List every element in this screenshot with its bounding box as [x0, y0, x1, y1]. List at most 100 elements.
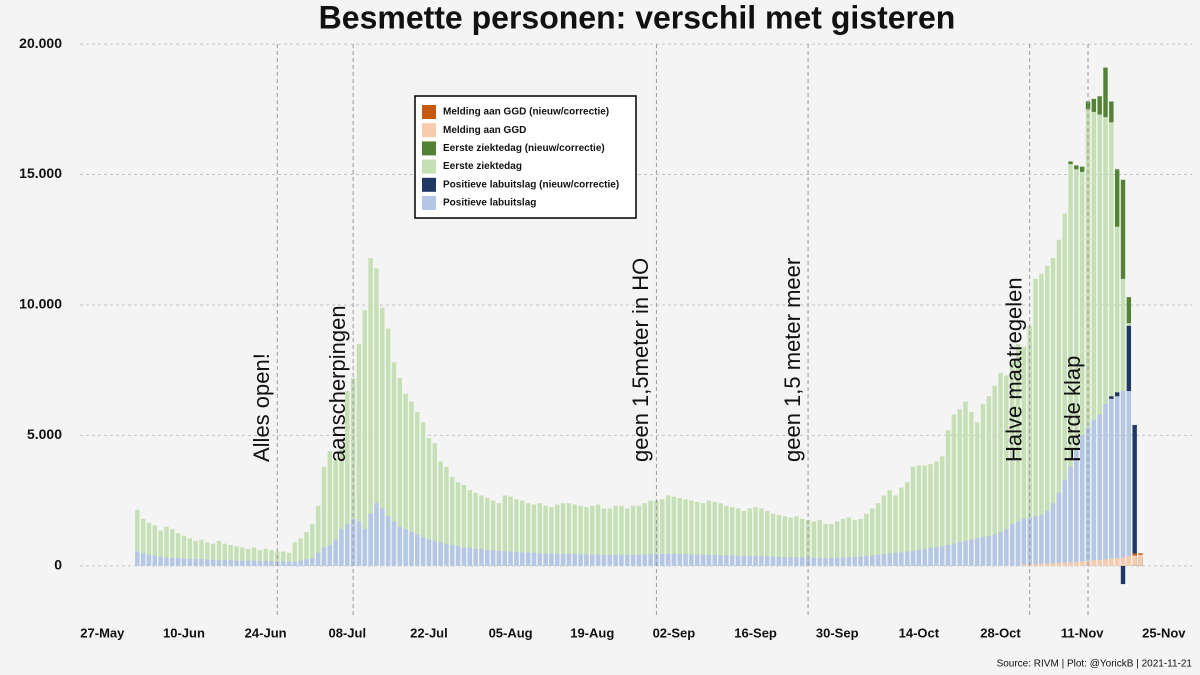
- legend-swatch: [422, 196, 436, 210]
- bar: [881, 554, 887, 566]
- bar: [753, 555, 758, 566]
- annotations: Alles open! aanscherpingen geen 1,5meter i…: [249, 44, 1089, 618]
- bar: [741, 511, 747, 566]
- bar: [1056, 239, 1062, 566]
- bar: [450, 544, 455, 566]
- bar: [560, 554, 566, 566]
- bar: [537, 503, 542, 566]
- bar: [140, 553, 146, 566]
- y-tick-label: 0: [54, 557, 62, 573]
- bar: [805, 557, 811, 566]
- bar: [240, 547, 245, 566]
- bar: [1009, 362, 1015, 566]
- bar: [590, 505, 595, 566]
- annotation-text: aanscherpingen: [325, 305, 350, 462]
- bar: [700, 503, 706, 566]
- bar: [199, 539, 204, 566]
- bar: [759, 556, 764, 566]
- bar: [1132, 555, 1137, 566]
- bar: [905, 482, 910, 566]
- bar: [158, 556, 163, 566]
- bar: [887, 490, 892, 566]
- bar: [298, 538, 303, 566]
- bar: [1074, 169, 1079, 566]
- bar: [245, 548, 251, 566]
- bar: [280, 561, 286, 566]
- bar: [310, 524, 315, 566]
- bar: [479, 495, 484, 566]
- bar: [1097, 96, 1102, 115]
- bar: [286, 552, 292, 566]
- bar: [1120, 179, 1126, 279]
- bar: [164, 526, 169, 566]
- bar: [257, 561, 263, 566]
- bar: [245, 560, 251, 566]
- bar: [776, 556, 782, 566]
- bar: [724, 555, 729, 566]
- bar: [665, 495, 671, 566]
- bar: [788, 557, 793, 566]
- bar: [945, 430, 951, 566]
- x-tick-label: 16-Sep: [734, 625, 777, 640]
- bar: [1074, 165, 1079, 170]
- bar: [846, 517, 852, 566]
- y-tick-label: 15.000: [19, 165, 62, 181]
- bar: [695, 554, 700, 566]
- bar: [706, 554, 712, 566]
- bar: [974, 422, 980, 566]
- bar: [578, 505, 583, 566]
- bar: [712, 501, 717, 566]
- bar: [765, 511, 770, 566]
- bar: [945, 544, 951, 566]
- legend-label: Positieve labuitslag: [443, 198, 536, 209]
- bar: [765, 556, 770, 566]
- source-note: Source: RIVM | Plot: @YorickB | 2021-11-…: [997, 659, 1193, 670]
- bar: [1015, 344, 1021, 566]
- legend-label: Melding aan GGD (nieuw/correctie): [443, 107, 609, 118]
- bar: [520, 500, 525, 566]
- bar: [642, 503, 647, 566]
- bar: [555, 504, 560, 566]
- bar: [881, 495, 887, 566]
- bar: [595, 504, 601, 566]
- bar: [858, 556, 863, 566]
- bar: [858, 518, 863, 566]
- bars: [135, 67, 1143, 585]
- bar: [584, 554, 589, 566]
- bar: [1097, 114, 1102, 566]
- bar: [339, 445, 344, 566]
- bar: [718, 503, 723, 566]
- bar: [496, 503, 502, 566]
- bar: [1114, 558, 1120, 566]
- bar: [677, 498, 682, 566]
- bar: [461, 484, 467, 566]
- bar: [368, 513, 373, 566]
- bar: [642, 554, 647, 566]
- bar: [380, 508, 385, 566]
- bar: [397, 526, 402, 566]
- bar: [782, 516, 787, 566]
- bar: [578, 554, 583, 566]
- bar: [1126, 391, 1132, 566]
- bar: [467, 490, 472, 566]
- bar: [735, 508, 741, 566]
- bar: [817, 520, 822, 566]
- bar: [240, 560, 245, 566]
- bar: [385, 328, 391, 566]
- bar: [1109, 398, 1114, 566]
- bar: [315, 505, 321, 566]
- bar: [660, 554, 665, 566]
- bar: [998, 531, 1003, 566]
- bar: [473, 548, 478, 566]
- bar: [800, 518, 805, 566]
- bar: [1004, 375, 1009, 566]
- bar: [193, 541, 198, 566]
- bar: [730, 555, 735, 566]
- bar: [1068, 164, 1073, 566]
- bar: [980, 537, 986, 566]
- bar: [823, 558, 828, 566]
- bar: [490, 500, 496, 566]
- bar: [770, 556, 776, 566]
- bar: [298, 560, 303, 566]
- bar: [875, 554, 881, 566]
